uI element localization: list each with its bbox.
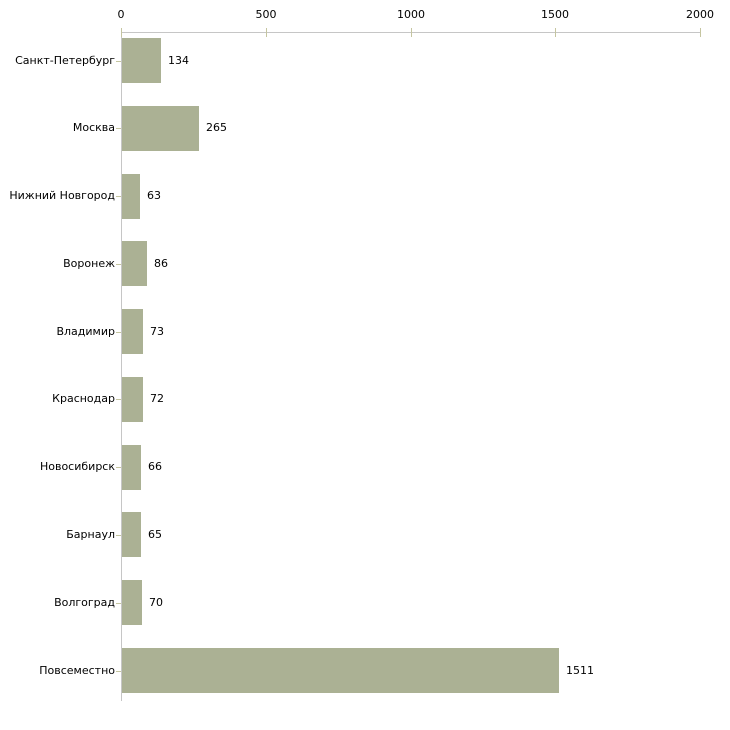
bar	[122, 377, 143, 422]
x-axis-tick-label: 500	[255, 8, 277, 21]
value-label: 66	[148, 460, 162, 474]
y-axis-line	[121, 32, 122, 701]
x-axis-tick	[555, 28, 556, 37]
value-label: 265	[206, 121, 227, 135]
category-label: Воронеж	[63, 256, 115, 270]
y-axis-tick	[116, 332, 121, 333]
bar	[122, 38, 161, 83]
x-axis-tick-label: 2000	[686, 8, 714, 21]
bar	[122, 512, 141, 557]
y-axis-tick	[116, 61, 121, 62]
bar	[122, 241, 147, 286]
y-axis-tick	[116, 196, 121, 197]
category-label: Москва	[72, 121, 115, 135]
category-label: Волгоград	[54, 595, 115, 609]
x-axis-tick-label: 1000	[397, 8, 425, 21]
y-axis-tick	[116, 399, 121, 400]
category-label: Повсеместно	[39, 663, 115, 677]
category-label: Барнаул	[66, 527, 115, 541]
bar	[122, 648, 559, 693]
y-axis-tick	[116, 264, 121, 265]
value-label: 65	[148, 527, 162, 541]
value-label: 73	[150, 324, 164, 338]
y-axis-tick	[116, 467, 121, 468]
x-axis-tick-label: 0	[117, 8, 125, 21]
category-label: Владимир	[56, 324, 115, 338]
bar	[122, 174, 140, 219]
value-label: 72	[150, 392, 164, 406]
x-axis-tick	[411, 28, 412, 37]
bar	[122, 445, 141, 490]
y-axis-tick	[116, 535, 121, 536]
x-axis-tick-label: 1500	[541, 8, 569, 21]
x-axis-tick	[266, 28, 267, 37]
bar	[122, 580, 142, 625]
category-label: Нижний Новгород	[9, 189, 115, 203]
y-axis-tick	[116, 128, 121, 129]
x-axis-tick	[700, 28, 701, 37]
y-axis-tick	[116, 603, 121, 604]
category-label: Новосибирск	[39, 460, 115, 474]
value-label: 70	[149, 595, 163, 609]
category-label: Краснодар	[52, 392, 115, 406]
y-axis-tick	[116, 671, 121, 672]
value-label: 86	[154, 256, 168, 270]
bar	[122, 309, 143, 354]
value-label: 1511	[566, 663, 594, 677]
bar	[122, 106, 199, 151]
category-label: Санкт-Петербург	[15, 53, 115, 67]
value-label: 63	[147, 189, 161, 203]
value-label: 134	[168, 53, 189, 67]
x-axis-tick	[121, 28, 122, 37]
